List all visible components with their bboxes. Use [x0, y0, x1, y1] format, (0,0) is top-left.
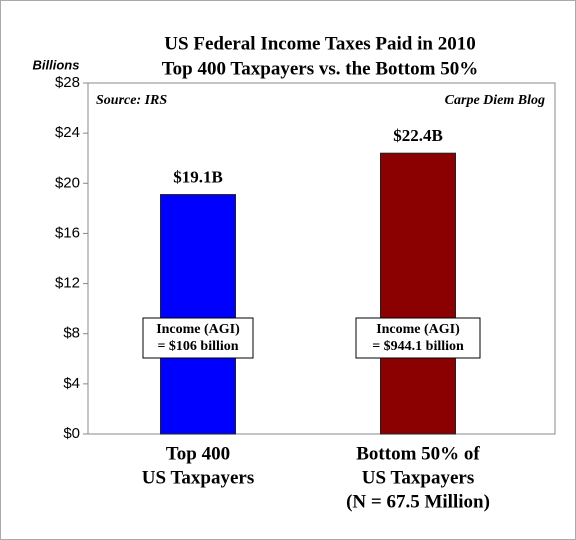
annotation: = $944.1 billion — [372, 339, 464, 354]
annotation-box — [142, 317, 254, 359]
annotation: = $106 billion — [157, 339, 238, 354]
annotation: Income (AGI) — [376, 322, 460, 337]
y-tick-label: $16 — [55, 224, 80, 241]
value-label: $22.4B — [393, 126, 443, 145]
y-tick-label: $24 — [55, 124, 80, 141]
value-label: $19.1B — [173, 167, 223, 186]
source: Source: IRS — [96, 93, 167, 108]
y-tick-label: $0 — [63, 425, 80, 442]
x-tick-label: US Taxpayers — [142, 467, 254, 488]
y-tick-label: $12 — [55, 275, 80, 292]
bar — [160, 194, 236, 435]
annotation-box — [355, 317, 481, 359]
y-tick-label: $8 — [63, 325, 80, 342]
x-tick-label: Top 400 — [166, 443, 230, 464]
bar — [380, 152, 456, 435]
annotation: Income (AGI) — [156, 322, 240, 337]
y-tick-label: $28 — [55, 74, 80, 91]
y-axis-label: Billions — [33, 57, 80, 72]
x-tick-label: (N = 67.5 Million) — [346, 491, 490, 512]
y-tick-label: $20 — [55, 174, 80, 191]
credit: Carpe Diem Blog — [445, 93, 545, 108]
chart-subtitle: Top 400 Taxpayers vs. the Bottom 50% — [162, 58, 479, 79]
x-tick-label: Bottom 50% of — [356, 443, 480, 464]
x-tick-label: US Taxpayers — [362, 467, 474, 488]
chart-title: US Federal Income Taxes Paid in 2010 — [164, 33, 475, 54]
y-tick-label: $4 — [63, 375, 80, 392]
